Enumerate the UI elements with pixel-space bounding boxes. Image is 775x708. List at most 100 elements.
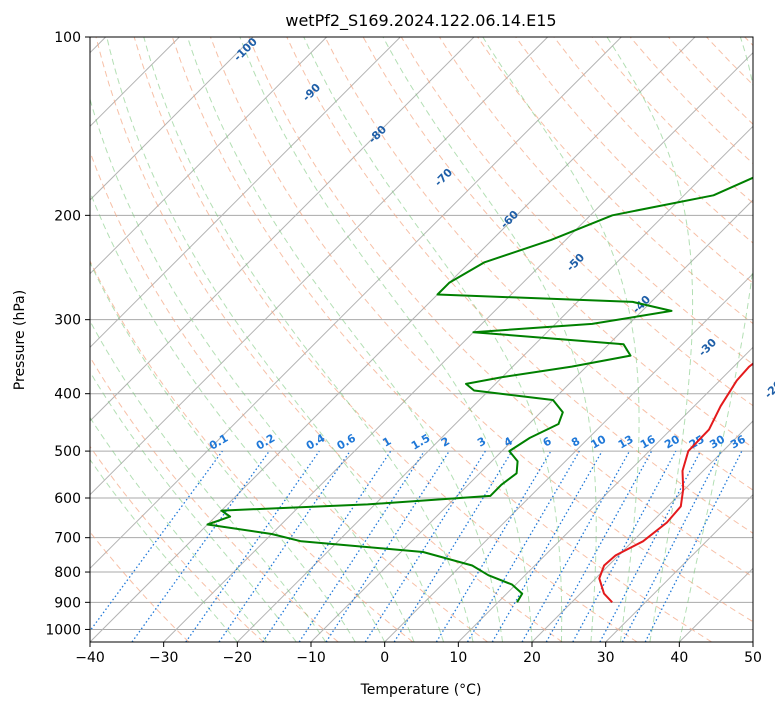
moist-adiabat-line bbox=[678, 37, 753, 642]
y-tick-label: 900 bbox=[54, 595, 81, 611]
isotherm-line bbox=[90, 37, 475, 422]
mixing-ratio-label: 0.6 bbox=[335, 431, 359, 452]
mixing-ratio-label: 0.4 bbox=[304, 431, 328, 452]
dry-adiabat-line bbox=[90, 531, 190, 642]
y-tick-label: 500 bbox=[54, 444, 81, 460]
moist-adiabat-line bbox=[187, 37, 503, 642]
moist-adiabat-line bbox=[303, 37, 563, 642]
mixing-ratio-line bbox=[599, 450, 702, 642]
moist-adiabat-line bbox=[482, 37, 640, 642]
x-axis-label: Temperature (°C) bbox=[360, 682, 482, 698]
dry-adiabat-line bbox=[90, 259, 414, 642]
y-axis-label: Pressure (hPa) bbox=[12, 290, 28, 390]
isotherm-line bbox=[163, 51, 753, 642]
x-tick-label: 10 bbox=[449, 650, 467, 666]
mixing-ratio-label: 0.2 bbox=[254, 432, 277, 453]
moist-adiabat-line bbox=[90, 190, 386, 642]
mixing-ratio-line bbox=[325, 450, 450, 642]
mixing-ratio-label: 0.1 bbox=[207, 432, 230, 453]
moist-adiabat-line bbox=[382, 37, 597, 642]
isotherm-label: -80 bbox=[366, 123, 389, 146]
moist-adiabat-line bbox=[90, 458, 238, 642]
isotherm-line bbox=[678, 567, 753, 642]
isotherm-line bbox=[531, 420, 753, 642]
dry-adiabat-line bbox=[248, 37, 753, 578]
x-tick-label: 0 bbox=[380, 650, 389, 666]
dry-adiabat-line bbox=[438, 37, 753, 366]
mixing-ratio-line bbox=[90, 450, 223, 632]
mixing-ratio-line bbox=[393, 450, 513, 642]
moist-adiabat-line bbox=[90, 97, 415, 642]
mixing-ratio-label: 4 bbox=[502, 434, 515, 449]
dry-adiabat-line bbox=[210, 37, 753, 623]
mixing-ratio-line bbox=[572, 450, 677, 642]
plot-frame bbox=[89, 36, 754, 643]
x-tick-label: 30 bbox=[597, 650, 615, 666]
isotherm-line bbox=[384, 272, 753, 642]
dry-adiabat-line bbox=[95, 37, 563, 642]
isotherm-label: -30 bbox=[696, 336, 719, 359]
mixing-ratio-label: 8 bbox=[569, 435, 582, 450]
isotherm-line bbox=[90, 37, 254, 201]
isotherm-line bbox=[90, 37, 696, 642]
dry-adiabat-line bbox=[133, 37, 638, 642]
y-tick-label: 600 bbox=[54, 491, 81, 507]
isotherm-line bbox=[605, 493, 753, 642]
x-tick-label: −30 bbox=[149, 650, 179, 666]
dry-adiabat-line bbox=[324, 37, 753, 491]
x-tick-label: 50 bbox=[744, 650, 762, 666]
mixing-ratio-label: 2 bbox=[439, 435, 452, 450]
dry-adiabat-line bbox=[668, 37, 753, 125]
mixing-ratio-line bbox=[435, 450, 552, 642]
temperature-profile-line bbox=[598, 362, 753, 603]
mixing-ratio-line bbox=[364, 450, 486, 642]
moist-adiabat-line bbox=[106, 37, 445, 642]
isotherm-line bbox=[90, 37, 549, 496]
dry-adiabat-line bbox=[90, 356, 339, 642]
isotherm-line bbox=[236, 125, 753, 642]
y-tick-label: 1000 bbox=[45, 622, 81, 638]
y-tick-label: 400 bbox=[54, 387, 81, 403]
dry-adiabat-line bbox=[706, 37, 753, 86]
moist-adiabat-line bbox=[90, 370, 297, 642]
y-tick-label: 700 bbox=[54, 531, 81, 547]
isotherm-label: -60 bbox=[498, 208, 521, 231]
chart-title: wetPf2_S169.2024.122.06.14.E15 bbox=[285, 11, 556, 31]
y-tick-label: 800 bbox=[54, 565, 81, 581]
mixing-ratio-line bbox=[545, 450, 653, 642]
dry-adiabat-line bbox=[171, 37, 712, 642]
isotherm-label: -70 bbox=[432, 166, 455, 189]
y-tick-label: 300 bbox=[54, 313, 81, 329]
x-tick-label: −10 bbox=[296, 650, 326, 666]
mixing-ratio-label: 13 bbox=[616, 433, 636, 452]
isotherm-label: -90 bbox=[300, 81, 323, 104]
dry-adiabat-line bbox=[90, 445, 264, 642]
mixing-ratio-label: 36 bbox=[728, 432, 748, 451]
moist-adiabat-line bbox=[239, 37, 533, 642]
mixing-ratio-line bbox=[491, 450, 603, 642]
moist-adiabat-line bbox=[90, 320, 327, 642]
mixing-ratio-line bbox=[185, 450, 320, 642]
axis-ticks: −40 −30 −20 −10 0 10 20 30 40 50 1000 900 800 700 600 5… bbox=[45, 30, 762, 666]
background-lines bbox=[90, 37, 753, 642]
dewpoint-profile-line bbox=[206, 176, 753, 603]
y-tick-label: 100 bbox=[54, 30, 81, 46]
y-tick-label: 200 bbox=[54, 208, 81, 224]
isotherm-line bbox=[90, 37, 328, 275]
x-tick-label: 40 bbox=[670, 650, 688, 666]
mixing-ratio-line bbox=[521, 450, 631, 642]
isotherm-label: -20 bbox=[762, 378, 775, 401]
mixing-ratio-label: 1.5 bbox=[409, 432, 432, 453]
isotherm-line bbox=[90, 37, 401, 349]
x-tick-label: −40 bbox=[75, 650, 105, 666]
mixing-ratio-label: 16 bbox=[638, 432, 658, 451]
isotherm-line bbox=[457, 346, 753, 642]
moist-adiabat-line bbox=[90, 416, 268, 642]
x-tick-label: −20 bbox=[223, 650, 253, 666]
x-tick-label: 20 bbox=[523, 650, 541, 666]
isotherm-line bbox=[752, 641, 753, 642]
dry-adiabat-line bbox=[515, 37, 753, 284]
mixing-ratio-line bbox=[466, 450, 580, 642]
moist-adiabat-line bbox=[606, 37, 694, 642]
